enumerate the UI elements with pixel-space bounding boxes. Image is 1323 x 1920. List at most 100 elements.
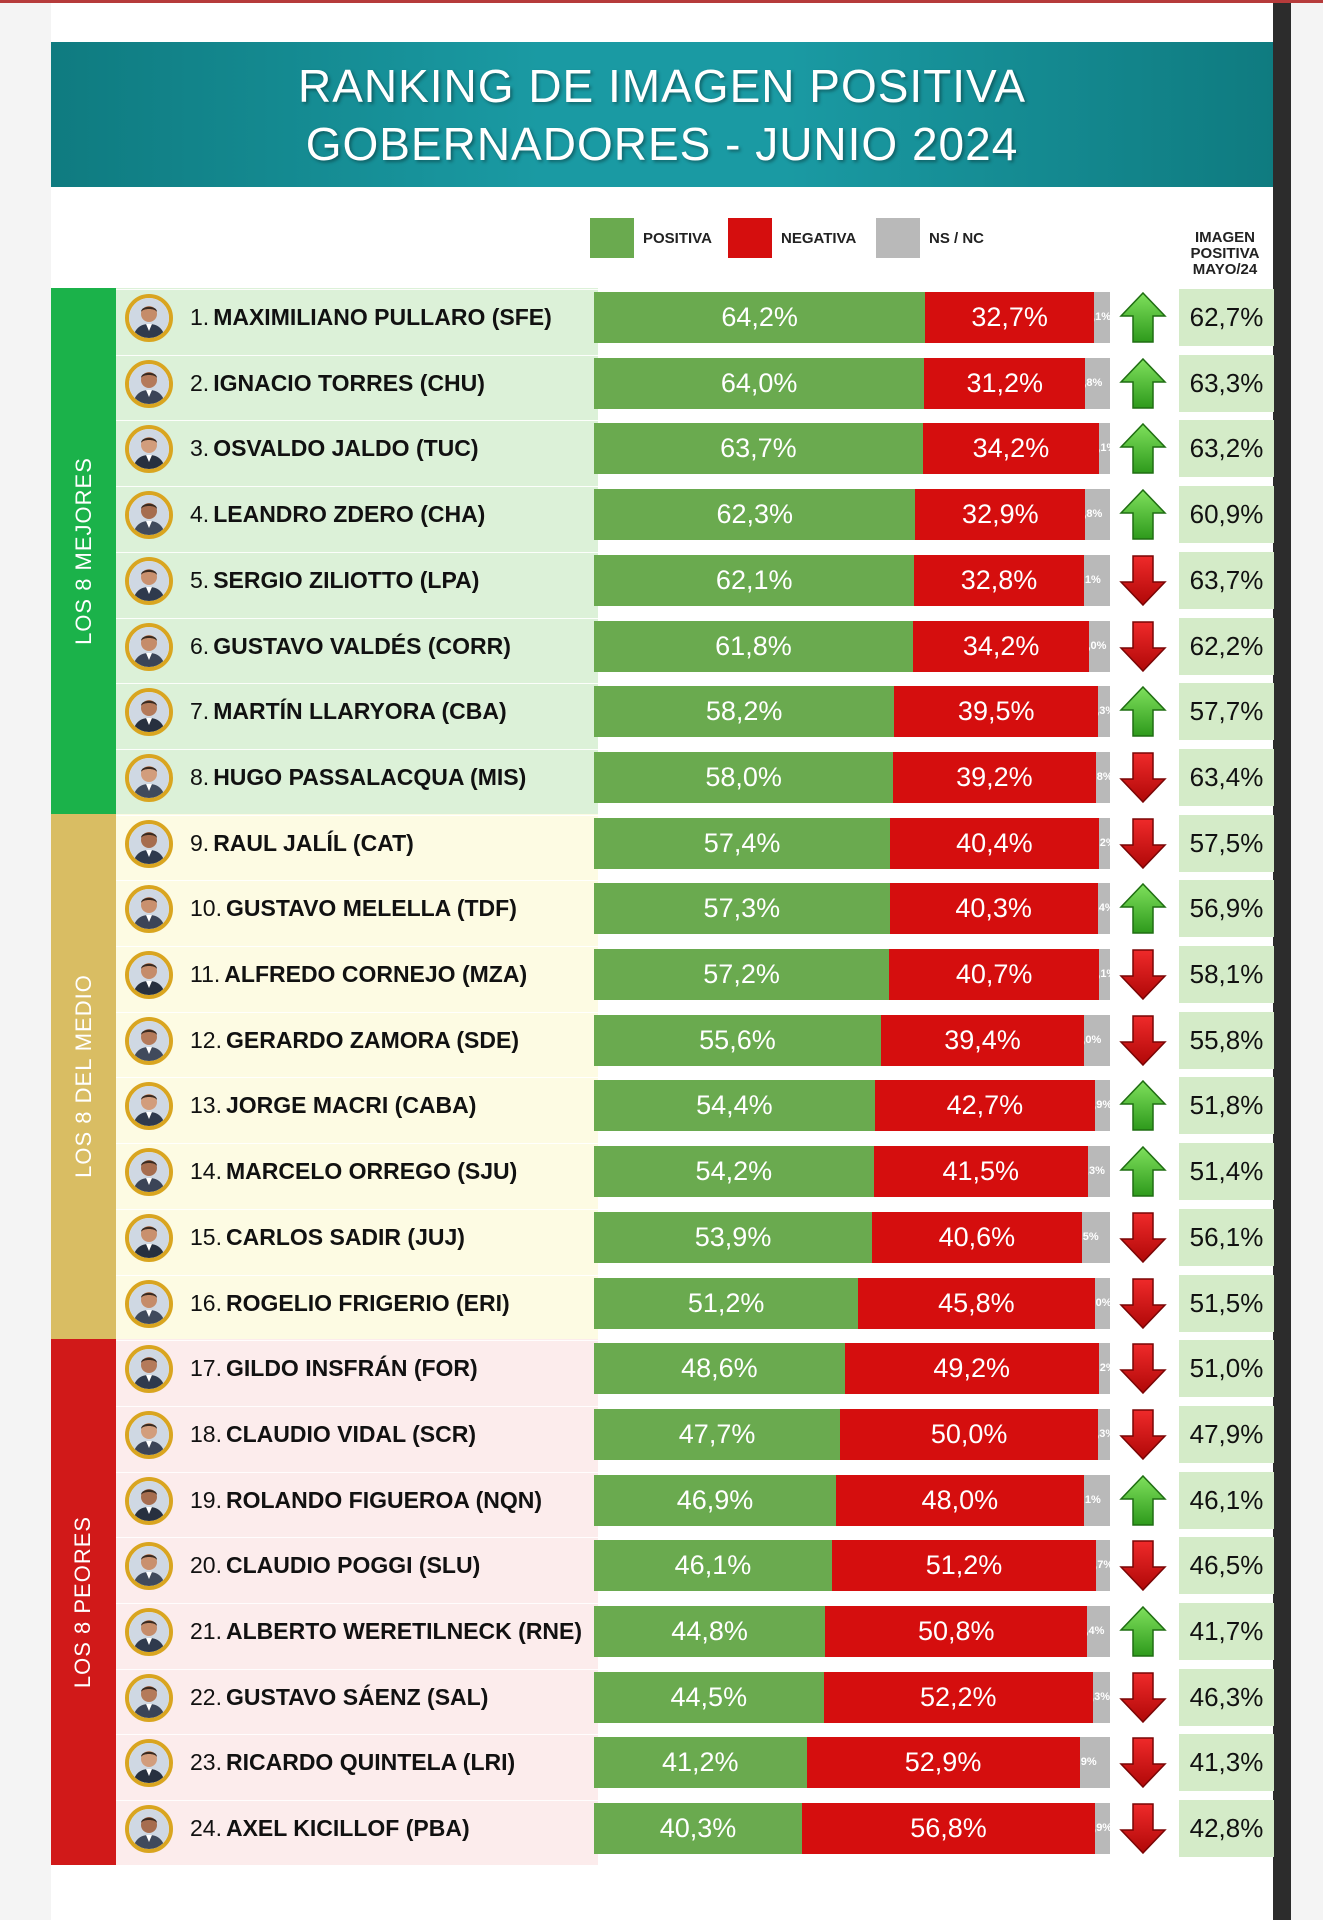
stacked-bar: 57,2%40,7%2,1% bbox=[594, 949, 1110, 1000]
governor-name: 20. CLAUDIO POGGI (SLU) bbox=[190, 1537, 480, 1594]
bar-positiva: 44,8% bbox=[594, 1606, 826, 1657]
arrow-down-icon bbox=[1117, 1734, 1169, 1791]
governor-name: 6. GUSTAVO VALDÉS (CORR) bbox=[190, 618, 511, 675]
governor-name: 18. CLAUDIO VIDAL (SCR) bbox=[190, 1406, 476, 1463]
governor-name: 1. MAXIMILIANO PULLARO (SFE) bbox=[190, 289, 552, 346]
stacked-bar: 40,3%56,8%2,9% bbox=[594, 1803, 1110, 1855]
governor-avatar bbox=[125, 1016, 173, 1065]
previous-value: 51,8% bbox=[1179, 1077, 1274, 1135]
stacked-bar: 57,4%40,4%2,2% bbox=[594, 817, 1110, 869]
previous-value: 51,0% bbox=[1179, 1340, 1274, 1398]
bar-nsnc: 3,3% bbox=[1092, 1671, 1110, 1723]
governor-avatar bbox=[125, 294, 173, 342]
governor-full-name: CLAUDIO POGGI (SLU) bbox=[225, 1552, 481, 1579]
governor-avatar bbox=[125, 951, 173, 999]
bar-negativa: 39,4% bbox=[880, 1014, 1085, 1066]
bar-nsnc: 2,7% bbox=[1096, 1540, 1110, 1592]
rank-number: 5. bbox=[190, 566, 210, 593]
arrow-up-icon bbox=[1117, 880, 1169, 937]
previous-value: 63,2% bbox=[1179, 420, 1274, 478]
governor-full-name: OSVALDO JALDO (TUC) bbox=[213, 435, 479, 462]
arrow-up-icon bbox=[1117, 355, 1169, 412]
bar-positiva: 40,3% bbox=[594, 1803, 802, 1855]
nsnc-value: 2,2% bbox=[1099, 836, 1110, 849]
bar-negativa: 42,7% bbox=[874, 1080, 1096, 1132]
rank-number: 16. bbox=[190, 1289, 222, 1316]
previous-value: 55,8% bbox=[1179, 1011, 1274, 1069]
governor-full-name: MARTÍN LLARYORA (CBA) bbox=[213, 698, 507, 725]
row-separator bbox=[116, 1405, 598, 1407]
arrow-down-icon bbox=[1117, 1669, 1169, 1726]
nsnc-value: 4,4% bbox=[1087, 1625, 1105, 1637]
rank-number: 3. bbox=[190, 435, 210, 462]
bar-positiva: 48,6% bbox=[594, 1343, 845, 1395]
arrow-up-icon bbox=[1117, 1077, 1169, 1134]
governor-full-name: MARCELO ORREGO (SJU) bbox=[225, 1158, 518, 1185]
bar-positiva: 54,2% bbox=[594, 1146, 874, 1198]
governor-avatar bbox=[125, 1542, 173, 1591]
previous-value: 63,4% bbox=[1179, 748, 1274, 806]
group-label: LOS 8 PEORES bbox=[70, 1515, 96, 1689]
previous-value: 58,1% bbox=[1179, 946, 1274, 1003]
governor-full-name: HUGO PASSALACQUA (MIS) bbox=[213, 763, 527, 790]
nsnc-value: 4,8% bbox=[1085, 508, 1103, 521]
legend-positiva: POSITIVA bbox=[590, 218, 712, 258]
row-separator bbox=[116, 1208, 598, 1210]
rank-number: 6. bbox=[190, 632, 210, 659]
stacked-bar: 44,5%52,2%3,3% bbox=[594, 1671, 1110, 1723]
bar-nsnc: 4,4% bbox=[1087, 1606, 1110, 1657]
row-separator bbox=[116, 683, 598, 685]
stacked-bar: 64,2%32,7%3,1% bbox=[594, 292, 1110, 343]
bar-nsnc: 2,4% bbox=[1097, 883, 1110, 935]
governor-avatar bbox=[125, 688, 173, 737]
bar-negativa: 39,2% bbox=[893, 751, 1096, 803]
governor-avatar bbox=[125, 1148, 173, 1197]
title-banner: RANKING DE IMAGEN POSITIVA GOBERNADORES … bbox=[51, 42, 1273, 187]
bar-negativa: 50,0% bbox=[840, 1408, 1099, 1460]
ranking-row: 6.GUSTAVO VALDÉS (CORR) 61,8%34,2%4,0% 62,… bbox=[116, 617, 1276, 675]
stacked-bar: 46,1%51,2%2,7% bbox=[594, 1540, 1110, 1592]
bar-positiva: 64,2% bbox=[594, 292, 926, 343]
bar-negativa: 32,7% bbox=[925, 292, 1094, 343]
governor-name: 4. LEANDRO ZDERO (CHA) bbox=[190, 486, 485, 543]
bar-positiva: 62,1% bbox=[594, 554, 915, 606]
bar-negativa: 49,2% bbox=[844, 1343, 1099, 1395]
stacked-bar: 64,0%31,2%4,8% bbox=[594, 357, 1110, 409]
governor-avatar bbox=[125, 1805, 173, 1854]
governor-avatar bbox=[125, 1476, 173, 1525]
nsnc-value: 2,3% bbox=[1098, 705, 1110, 718]
ranking-row: 8.HUGO PASSALACQUA (MIS) 58,0%39,2%2,8% 63… bbox=[116, 748, 1276, 806]
ranking-row: 9.RAUL JALÍL (CAT) 57,4%40,4%2,2% 57,5% bbox=[116, 814, 1276, 872]
stacked-bar: 58,2%39,5%2,3% bbox=[594, 686, 1110, 738]
rank-number: 15. bbox=[190, 1223, 222, 1250]
stacked-bar: 48,6%49,2%2,2% bbox=[594, 1343, 1110, 1395]
rank-number: 2. bbox=[190, 369, 210, 396]
nsnc-value: 5,0% bbox=[1084, 1033, 1102, 1046]
arrow-up-icon bbox=[1117, 1472, 1169, 1529]
bar-nsnc: 2,9% bbox=[1095, 1803, 1110, 1855]
legend-nsnc: NS / NC bbox=[876, 218, 984, 258]
governor-name: 13. JORGE MACRI (CABA) bbox=[190, 1077, 476, 1134]
bar-nsnc: 4,8% bbox=[1085, 489, 1110, 541]
rank-number: 19. bbox=[190, 1486, 222, 1513]
bar-nsnc: 5,5% bbox=[1081, 1211, 1110, 1263]
row-separator bbox=[116, 748, 598, 750]
governor-name: 17. GILDO INSFRÁN (FOR) bbox=[190, 1340, 478, 1397]
governor-avatar bbox=[125, 1213, 173, 1262]
row-separator bbox=[116, 1537, 598, 1539]
nsnc-value: 2,9% bbox=[1095, 1099, 1110, 1112]
nsnc-value: 4,8% bbox=[1085, 376, 1103, 389]
stacked-bar: 63,7%34,2%2,1% bbox=[594, 423, 1110, 475]
bar-positiva: 51,2% bbox=[594, 1277, 859, 1329]
stacked-bar: 41,2%52,9%5,9% bbox=[594, 1737, 1110, 1789]
bar-negativa: 40,4% bbox=[890, 817, 1099, 869]
stacked-bar: 46,9%48,0%5,1% bbox=[594, 1474, 1110, 1526]
governor-full-name: MAXIMILIANO PULLARO (SFE) bbox=[213, 304, 552, 330]
ranking-row: 18.CLAUDIO VIDAL (SCR) 47,7%50,0%2,3% 47,9… bbox=[116, 1405, 1276, 1463]
arrow-up-icon bbox=[1117, 1143, 1169, 1200]
governor-avatar bbox=[125, 1608, 173, 1656]
stacked-bar: 55,6%39,4%5,0% bbox=[594, 1014, 1110, 1066]
governor-name: 16. ROGELIO FRIGERIO (ERI) bbox=[190, 1275, 510, 1332]
ranking-row: 19.ROLANDO FIGUEROA (NQN)46,9%48,0%5,1%4… bbox=[116, 1471, 1276, 1529]
previous-value: 63,7% bbox=[1179, 551, 1274, 609]
